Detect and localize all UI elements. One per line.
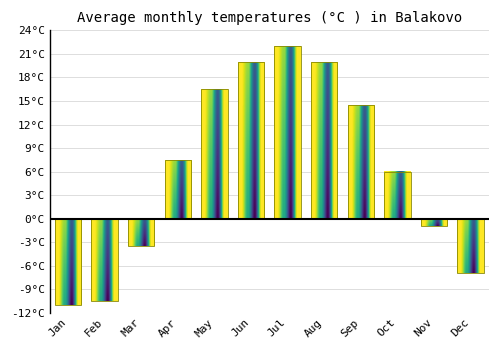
Bar (92, 218, 118, 301)
Bar (311, 62, 338, 218)
Bar (384, 172, 410, 218)
Bar (421, 218, 447, 226)
Title: Average monthly temperatures (°C ) in Balakovo: Average monthly temperatures (°C ) in Ba… (76, 11, 462, 25)
Bar (348, 105, 374, 218)
Bar (128, 218, 154, 246)
Bar (55, 218, 81, 305)
Bar (458, 218, 484, 273)
Bar (164, 160, 191, 218)
Bar (274, 46, 301, 218)
Bar (201, 89, 228, 218)
Bar (238, 62, 264, 218)
